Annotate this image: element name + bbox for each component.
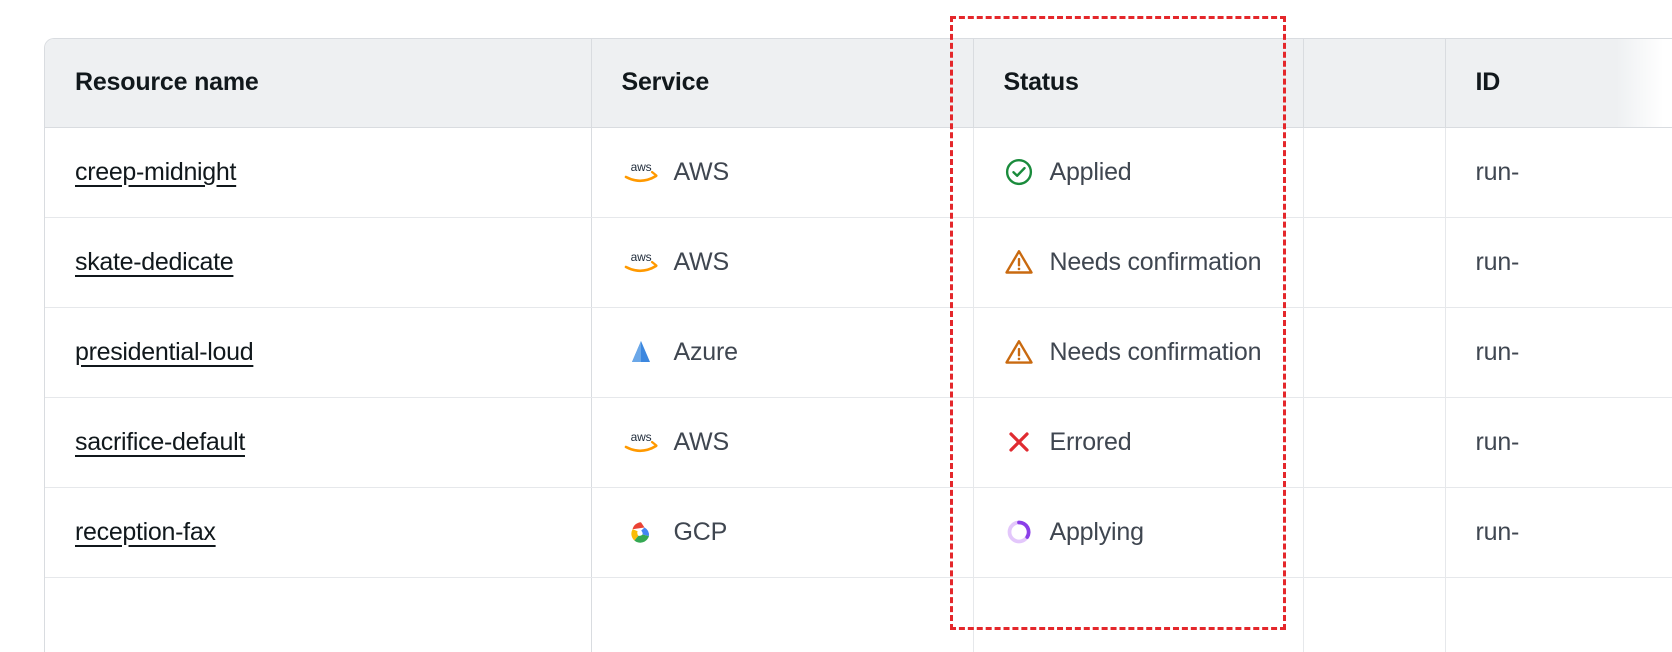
aws-logo-icon: aws — [622, 427, 660, 457]
cell-id: run- — [1445, 307, 1672, 398]
resource-name-link[interactable]: creep-midnight — [75, 157, 237, 186]
cell-service: aws AWS — [591, 217, 974, 308]
cell-spacer — [1303, 127, 1446, 218]
run-id-text: run- — [1475, 247, 1520, 276]
gcp-logo-icon — [622, 517, 660, 547]
resources-table: Resource name Service Status ID creep-mi… — [45, 39, 1672, 652]
cell-service: Azure — [591, 307, 974, 398]
table-row[interactable]: reception-fax — [45, 487, 1672, 578]
table-header-row: Resource name Service Status ID — [45, 39, 1672, 128]
cell-resource-name: skate-dedicate — [45, 217, 592, 308]
svg-text:aws: aws — [630, 160, 651, 174]
cell-status — [973, 577, 1304, 652]
cell-status: Applying — [973, 487, 1304, 578]
run-id-text: run- — [1475, 337, 1520, 366]
status-label: Applied — [1049, 157, 1132, 186]
table-row[interactable]: skate-dedicate aws AWS — [45, 217, 1672, 308]
cell-spacer — [1303, 307, 1446, 398]
cell-spacer — [1303, 397, 1446, 488]
resource-name-link[interactable]: reception-fax — [75, 517, 216, 546]
resource-name-link[interactable]: skate-dedicate — [75, 247, 234, 276]
aws-logo-icon: aws — [622, 247, 660, 277]
column-header-id[interactable]: ID — [1445, 39, 1672, 128]
azure-logo-icon — [622, 337, 660, 367]
resource-name-link[interactable]: presidential-loud — [75, 337, 254, 366]
table-row[interactable] — [45, 577, 1672, 652]
cell-spacer — [1303, 217, 1446, 308]
service-label: AWS — [673, 427, 730, 456]
cell-service: aws AWS — [591, 127, 974, 218]
column-header-status[interactable]: Status — [973, 39, 1304, 128]
run-id-text: run- — [1475, 427, 1520, 456]
cell-resource-name — [45, 577, 592, 652]
column-header-resource-name[interactable]: Resource name — [45, 39, 592, 128]
table-body: creep-midnight aws AWS — [45, 127, 1672, 652]
cell-status: Applied — [973, 127, 1304, 218]
table-row[interactable]: presidential-loud Azure — [45, 307, 1672, 398]
table-row[interactable]: sacrifice-default aws AWS — [45, 397, 1672, 488]
warning-triangle-icon — [1004, 337, 1034, 367]
warning-triangle-icon — [1004, 247, 1034, 277]
cell-id: run- — [1445, 127, 1672, 218]
cell-resource-name: reception-fax — [45, 487, 592, 578]
table-row[interactable]: creep-midnight aws AWS — [45, 127, 1672, 218]
service-label: AWS — [673, 157, 730, 186]
cell-spacer — [1303, 577, 1446, 652]
cell-service: GCP — [591, 487, 974, 578]
status-label: Errored — [1049, 427, 1132, 456]
spinner-icon — [1004, 517, 1034, 547]
x-mark-icon — [1004, 427, 1034, 457]
run-id-text: run- — [1475, 517, 1520, 546]
cell-service — [591, 577, 974, 652]
resource-name-link[interactable]: sacrifice-default — [75, 427, 245, 456]
column-header-service[interactable]: Service — [591, 39, 974, 128]
cell-id: run- — [1445, 397, 1672, 488]
service-label: Azure — [673, 337, 739, 366]
service-label: AWS — [673, 247, 730, 276]
resources-table-card: Resource name Service Status ID creep-mi… — [44, 38, 1672, 652]
aws-logo-icon: aws — [622, 157, 660, 187]
service-label: GCP — [673, 517, 728, 546]
cell-status: Needs confirmation — [973, 217, 1304, 308]
check-circle-icon — [1004, 157, 1034, 187]
status-label: Applying — [1049, 517, 1145, 546]
cell-id: run- — [1445, 217, 1672, 308]
run-id-text: run- — [1475, 157, 1520, 186]
cell-id — [1445, 577, 1672, 652]
cell-resource-name: creep-midnight — [45, 127, 592, 218]
status-label: Needs confirmation — [1049, 247, 1262, 276]
svg-text:aws: aws — [630, 430, 651, 444]
svg-text:aws: aws — [630, 250, 651, 264]
cell-resource-name: presidential-loud — [45, 307, 592, 398]
column-header-spacer — [1303, 39, 1446, 128]
cell-spacer — [1303, 487, 1446, 578]
cell-resource-name: sacrifice-default — [45, 397, 592, 488]
cell-id: run- — [1445, 487, 1672, 578]
table-header: Resource name Service Status ID — [45, 39, 1672, 128]
cell-status: Errored — [973, 397, 1304, 488]
cell-service: aws AWS — [591, 397, 974, 488]
cell-status: Needs confirmation — [973, 307, 1304, 398]
status-label: Needs confirmation — [1049, 337, 1262, 366]
